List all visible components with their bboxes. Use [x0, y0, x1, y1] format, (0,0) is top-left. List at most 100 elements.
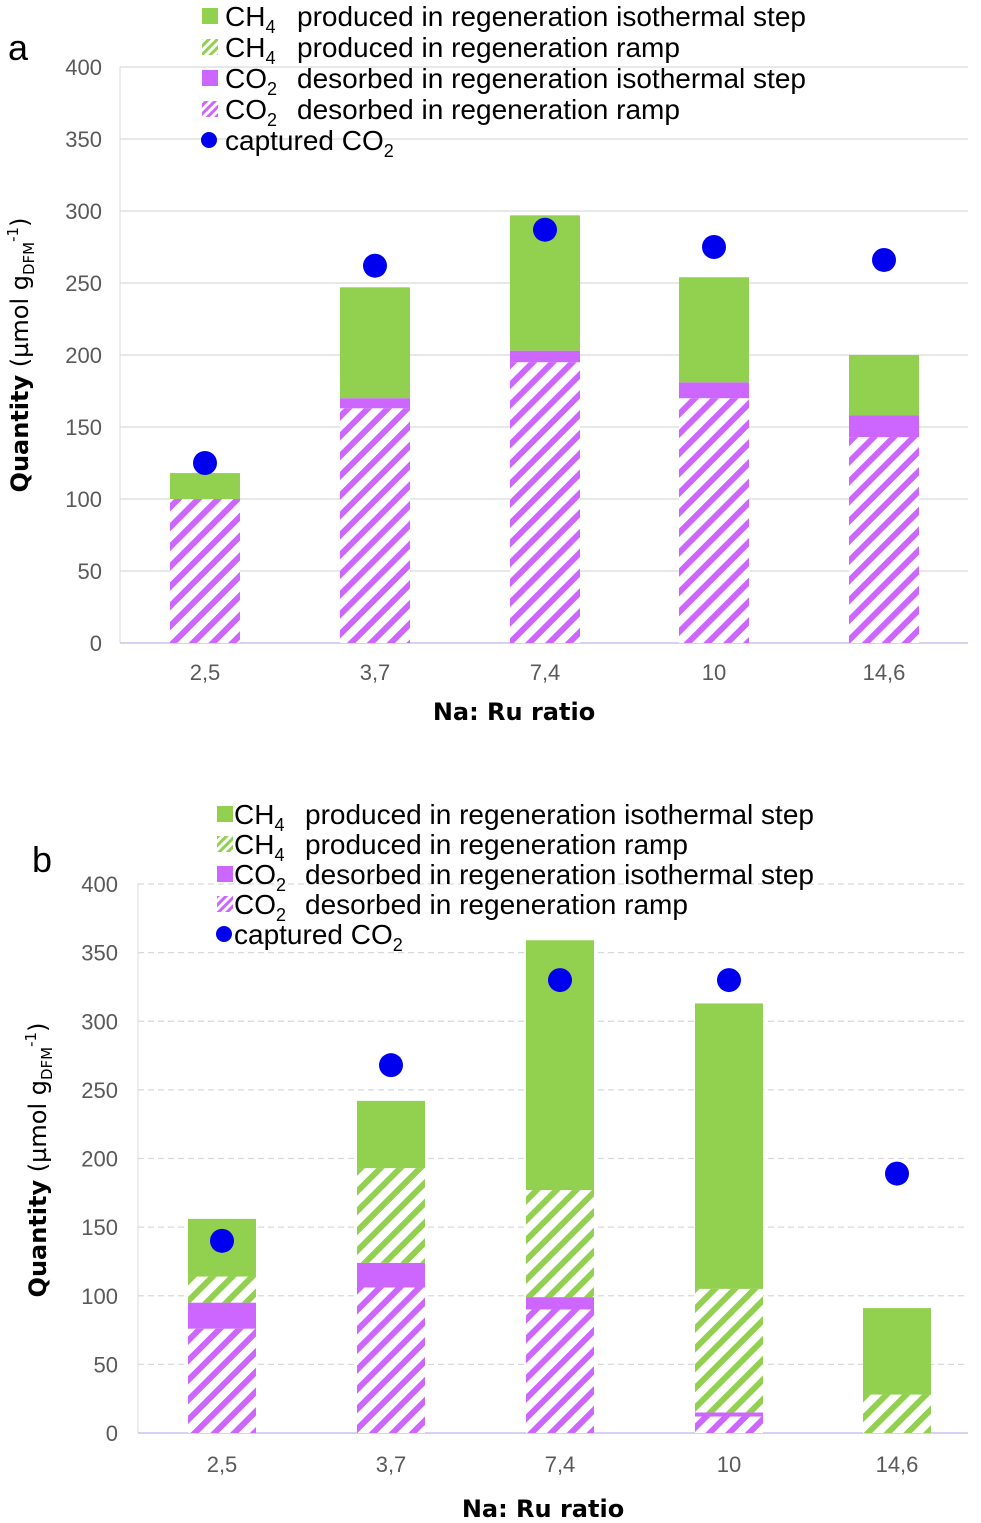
- legend-subscript: 2: [384, 141, 394, 161]
- legend-formula: CO: [234, 859, 276, 890]
- captured-co2-point: [702, 235, 726, 259]
- y-axis-title-sub: DFM: [38, 1047, 56, 1080]
- bar-segment-ch4_iso: [695, 1003, 763, 1289]
- captured-co2-point: [210, 1228, 234, 1253]
- legend-subscript: 4: [265, 17, 275, 37]
- captured-co2-point: [533, 217, 557, 242]
- legend-label-ch4_ramp: CH4: [234, 829, 284, 865]
- legend-marker-ch4_iso: [202, 8, 218, 24]
- y-tick-label: 400: [65, 55, 102, 80]
- chart-panel-b: 0 50 100 150 200 250 300 350 400 2,5 3,7 7,4 10 14,6 N…: [22, 799, 968, 1523]
- y-tick-label: 150: [81, 1215, 118, 1240]
- captured-co2-point: [872, 247, 896, 272]
- y-axis-title-unit: (µmol g: [24, 1080, 52, 1180]
- y-axis-title-unit: (µmol g: [6, 275, 34, 375]
- legend-description-co2_ramp: desorbed in regeneration ramp: [305, 889, 688, 920]
- legend-formula: CH: [234, 799, 274, 830]
- legend-marker-ch4_ramp: [202, 39, 218, 55]
- x-tick-label: 3,7: [376, 1452, 407, 1477]
- x-tick-label: 10: [717, 1452, 741, 1477]
- legend-label-captured: captured CO2: [225, 125, 394, 161]
- legend-label-ch4_iso: CH4: [234, 799, 284, 835]
- legend-label-captured: captured CO2: [234, 919, 403, 955]
- legend-formula: CH: [225, 32, 265, 63]
- legend-subscript: 2: [267, 79, 277, 99]
- bar-segment-co2_iso: [357, 1262, 425, 1288]
- legend-label-co2_iso: CO2: [225, 63, 277, 99]
- legend-label-co2_ramp: CO2: [234, 889, 286, 925]
- legend-formula: captured CO: [225, 125, 384, 156]
- y-tick-label: 50: [78, 559, 102, 584]
- legend-marker-ch4_ramp: [217, 836, 233, 852]
- captured-co2-point: [717, 968, 741, 993]
- bar-segment-co2_iso: [679, 382, 749, 399]
- bar-segment-co2_iso: [510, 350, 580, 363]
- legend-label-co2_iso: CO2: [234, 859, 286, 895]
- bar-segment-ch4_iso: [679, 277, 749, 383]
- legend-formula: CH: [234, 829, 274, 860]
- legend-description-ch4_ramp: produced in regeneration ramp: [297, 32, 680, 63]
- legend-description-ch4_ramp: produced in regeneration ramp: [305, 829, 688, 860]
- legend-subscript: 2: [267, 110, 277, 130]
- x-tick-label: 14,6: [863, 660, 906, 685]
- x-tick-label: 7,4: [530, 660, 561, 685]
- y-tick-label: 100: [81, 1284, 118, 1309]
- legend-subscript: 2: [276, 875, 286, 895]
- bar-segment-ch4_iso: [340, 287, 410, 399]
- bar-segment-ch4_ramp: [863, 1394, 931, 1433]
- y-axis-title: Quantity (µmol gDFM-1): [4, 218, 38, 493]
- bar-segment-ch4_iso: [863, 1308, 931, 1395]
- legend-formula: CH: [225, 1, 265, 32]
- bar-segment-co2_ramp: [695, 1416, 763, 1433]
- panel-label: b: [32, 839, 52, 880]
- legend-label-ch4_iso: CH4: [225, 1, 275, 37]
- y-tick-label: 400: [81, 872, 118, 897]
- bar-segment-ch4_ramp: [188, 1276, 256, 1303]
- legend-marker-captured: [216, 926, 232, 942]
- legend-marker-co2_iso: [217, 866, 233, 882]
- legend-marker-ch4_iso: [217, 806, 233, 822]
- bar-segment-co2_ramp: [510, 362, 580, 643]
- y-axis-title: Quantity (µmol gDFM-1): [22, 1023, 56, 1298]
- y-axis-title-sub: DFM: [20, 242, 38, 275]
- x-axis-title: Na: Ru ratio: [462, 1495, 624, 1523]
- x-tick-label: 10: [702, 660, 726, 685]
- panel-label: a: [8, 27, 29, 68]
- chart-panel-a: 0 50 100 150 200 250 300 350 400 2,5 3,7 7,4 10 14,6 N…: [4, 1, 968, 726]
- legend-subscript: 2: [393, 935, 403, 955]
- captured-co2-point: [885, 1161, 909, 1186]
- y-axis-title-sup: -1: [4, 227, 22, 242]
- bar-segment-ch4_iso: [849, 355, 919, 416]
- bar-segment-ch4_ramp: [695, 1288, 763, 1413]
- bar-segment-ch4_iso: [357, 1100, 425, 1169]
- bar-segment-ch4_ramp: [357, 1168, 425, 1263]
- legend-formula: CO: [225, 94, 267, 125]
- bar-segment-co2_iso: [695, 1412, 763, 1417]
- y-tick-label: 50: [94, 1352, 118, 1377]
- legend-subscript: 4: [274, 845, 284, 865]
- x-tick-label: 2,5: [207, 1452, 238, 1477]
- y-tick-label: 200: [65, 343, 102, 368]
- legend-subscript: 2: [276, 905, 286, 925]
- captured-co2-point: [548, 968, 572, 993]
- y-tick-label: 0: [106, 1421, 118, 1446]
- legend-label-co2_ramp: CO2: [225, 94, 277, 130]
- y-tick-label: 0: [90, 631, 102, 656]
- legend-description-ch4_iso: produced in regeneration isothermal step: [305, 799, 814, 830]
- legend-description-co2_ramp: desorbed in regeneration ramp: [297, 94, 680, 125]
- y-tick-label: 300: [65, 199, 102, 224]
- legend-marker-co2_iso: [202, 70, 218, 86]
- bar-segment-co2_ramp: [170, 499, 240, 643]
- bar-segment-co2_ramp: [340, 408, 410, 643]
- legend-description-co2_iso: desorbed in regeneration isothermal step: [305, 859, 814, 890]
- legend: CH4 produced in regeneration isothermal s…: [201, 1, 806, 161]
- x-tick-label: 3,7: [360, 660, 391, 685]
- bar-segment-co2_iso: [849, 415, 919, 438]
- bar-segment-co2_ramp: [849, 437, 919, 643]
- bar-segment-co2_ramp: [526, 1309, 594, 1433]
- x-axis-title: Na: Ru ratio: [433, 698, 595, 726]
- y-tick-label: 250: [81, 1078, 118, 1103]
- y-tick-label: 150: [65, 415, 102, 440]
- x-tick-label: 14,6: [876, 1452, 919, 1477]
